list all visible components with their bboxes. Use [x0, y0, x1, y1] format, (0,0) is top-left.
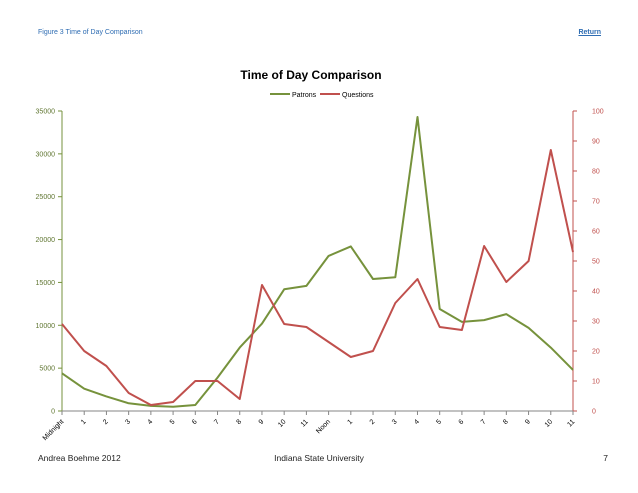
x-tick-label: 5 [169, 418, 177, 426]
x-tick-label: 11 [300, 418, 310, 428]
x-tick-label: 6 [191, 418, 199, 426]
x-tick-label: 7 [213, 418, 221, 426]
y-right-tick-label: 100 [592, 109, 604, 116]
x-tick-label: 2 [369, 418, 377, 426]
y-right-tick-label: 20 [592, 349, 600, 356]
x-tick-label: 7 [480, 418, 488, 426]
series-line-patrons [61, 116, 574, 408]
x-tick-label: 5 [435, 418, 443, 426]
y-left-tick-label: 35000 [36, 109, 56, 116]
y-right-tick-label: 50 [592, 259, 600, 266]
legend-label-patrons: Patrons [292, 92, 317, 99]
x-tick-label: 2 [102, 418, 110, 426]
y-left-tick-label: 20000 [36, 237, 56, 244]
x-tick-label: 3 [391, 418, 399, 426]
y-left-tick-label: 5000 [39, 366, 55, 373]
x-tick-label: 10 [277, 418, 288, 429]
x-tick-label: 1 [347, 418, 355, 426]
chart-title: Time of Day Comparison [240, 68, 381, 82]
series-line-questions [61, 149, 574, 406]
x-tick-label: 4 [413, 418, 421, 426]
x-tick-label: Midnight [42, 418, 66, 442]
y-right-tick-label: 80 [592, 169, 600, 176]
y-right-tick-label: 90 [592, 139, 600, 146]
footer-institution: Indiana State University [274, 453, 364, 463]
x-tick-label: 4 [147, 418, 155, 426]
x-tick-label: 8 [235, 418, 243, 426]
y-right-tick-label: 70 [592, 199, 600, 206]
x-tick-label: 10 [544, 418, 555, 429]
footer-author: Andrea Boehme 2012 [38, 453, 121, 463]
x-tick-label: 9 [524, 418, 532, 426]
y-left-tick-label: 10000 [36, 323, 56, 330]
page-number: 7 [603, 453, 608, 463]
y-left-tick-label: 0 [51, 409, 55, 416]
y-right-tick-label: 60 [592, 229, 600, 236]
x-tick-label: 8 [502, 418, 510, 426]
x-tick-label: 6 [458, 418, 466, 426]
y-left-tick-label: 15000 [36, 280, 56, 287]
figure-label: Figure 3 Time of Day Comparison [38, 29, 143, 36]
y-right-tick-label: 0 [592, 409, 596, 416]
return-link[interactable]: Return [578, 29, 601, 36]
y-right-tick-label: 30 [592, 319, 600, 326]
x-tick-label: 9 [258, 418, 266, 426]
y-right-tick-label: 40 [592, 289, 600, 296]
legend: Patrons Questions [270, 92, 374, 99]
y-left-tick-label: 30000 [36, 151, 56, 158]
y-right-tick-label: 10 [592, 379, 600, 386]
y-left-tick-label: 25000 [36, 194, 56, 201]
x-tick-label: 1 [80, 418, 88, 426]
legend-label-questions: Questions [342, 92, 374, 99]
x-tick-label: 11 [566, 418, 576, 428]
x-tick-label: 3 [124, 418, 132, 426]
x-tick-label: Noon [315, 418, 332, 435]
